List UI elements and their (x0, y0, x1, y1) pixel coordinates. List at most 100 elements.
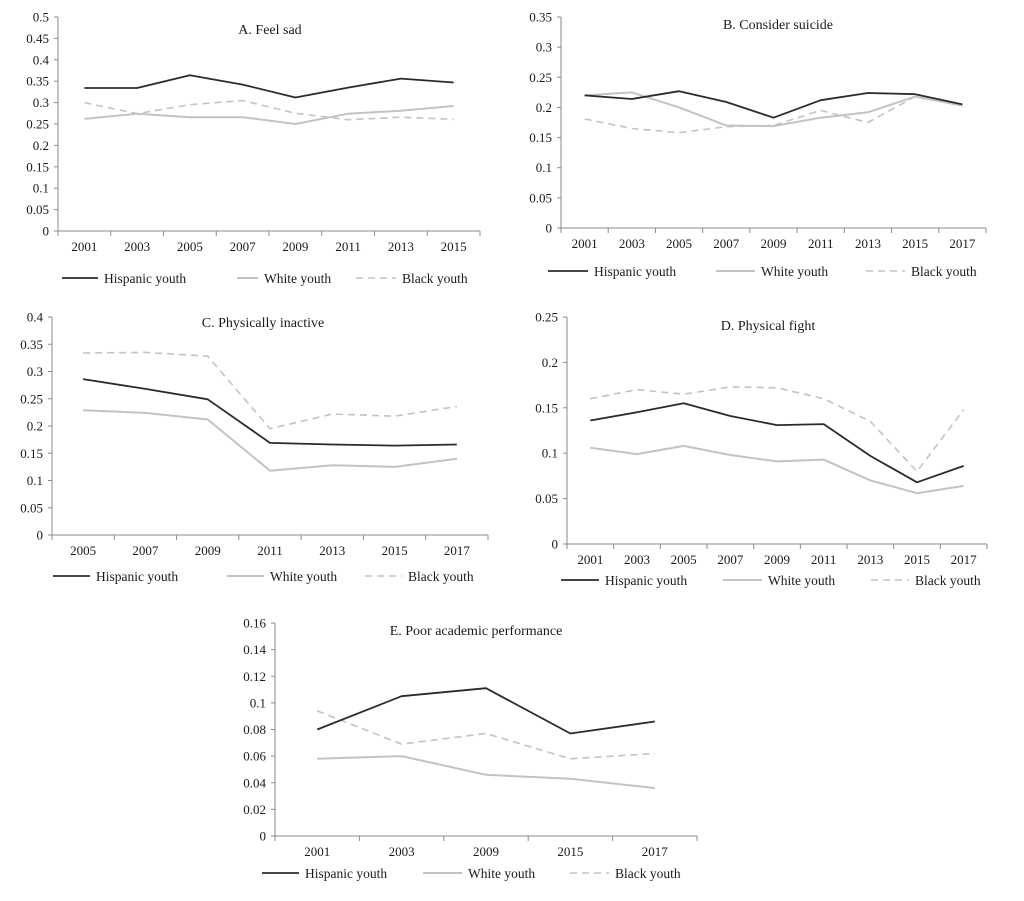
series-line-white-youth (317, 755, 655, 790)
y-tick-label: 0 (546, 221, 553, 236)
legend-label: Hispanic youth (594, 264, 676, 279)
legend-label: Black youth (911, 264, 977, 279)
y-tick-label: 0.3 (536, 40, 552, 55)
x-tick-label: 2017 (642, 844, 669, 859)
series-line-black-youth (84, 99, 454, 121)
legend-label: Hispanic youth (104, 271, 186, 286)
x-tick-label: 2003 (619, 236, 645, 251)
y-tick-label: 0.4 (33, 52, 50, 67)
y-tick-label: 0.25 (529, 70, 552, 85)
series-line-hispanic-youth (584, 90, 963, 119)
y-tick-label: 0.1 (250, 695, 266, 710)
x-tick-label: 2015 (904, 552, 930, 567)
series-line-black-youth (83, 351, 458, 430)
legend-label: White youth (761, 264, 828, 279)
x-tick-label: 2005 (70, 543, 96, 558)
x-tick-label: 2009 (473, 844, 499, 859)
x-tick-label: 2007 (132, 543, 159, 558)
series-line-black-youth (316, 710, 655, 760)
legend-label: Hispanic youth (305, 866, 387, 881)
y-tick-label: 0.05 (535, 491, 558, 506)
series-line-hispanic-youth (590, 402, 964, 484)
legend-label: Black youth (408, 569, 474, 584)
chart-panel-2: 0 0.05 0.1 0.15 0.2 0.25 0.3 0.35 0.4 2005 2007 200… (20, 310, 489, 584)
y-tick-label: 0.25 (20, 391, 43, 406)
series-line-hispanic-youth (316, 687, 655, 735)
chart-title: D. Physical fight (721, 319, 816, 334)
x-tick-label: 2001 (304, 844, 330, 859)
legend-label: White youth (468, 866, 535, 881)
x-tick-label: 2007 (713, 236, 740, 251)
x-tick-label: 2013 (319, 543, 345, 558)
x-tick-label: 2001 (71, 239, 97, 254)
y-tick-label: 0.05 (26, 202, 49, 217)
x-tick-label: 2015 (441, 239, 467, 254)
y-tick-label: 0.15 (20, 446, 43, 461)
y-tick-label: 0.02 (243, 802, 266, 817)
series-line-hispanic-youth (84, 74, 454, 99)
y-tick-label: 0.08 (243, 722, 266, 737)
x-tick-label: 2005 (177, 239, 203, 254)
series-line-hispanic-youth (82, 378, 457, 447)
y-tick-label: 0 (37, 528, 44, 543)
x-tick-label: 2011 (808, 236, 834, 251)
x-tick-label: 2001 (572, 236, 598, 251)
y-tick-label: 0.4 (27, 310, 44, 325)
x-tick-label: 2017 (949, 236, 976, 251)
y-tick-label: 0.3 (27, 364, 43, 379)
legend-label: Black youth (402, 271, 468, 286)
x-tick-label: 2009 (195, 543, 221, 558)
chart-title: C. Physically inactive (202, 316, 324, 331)
y-tick-label: 0.15 (26, 159, 49, 174)
x-tick-label: 2015 (557, 844, 583, 859)
y-tick-label: 0.2 (33, 138, 49, 153)
y-tick-label: 0.1 (536, 160, 552, 175)
legend-label: White youth (270, 569, 337, 584)
legend-label: White youth (264, 271, 331, 286)
x-tick-label: 2007 (717, 552, 744, 567)
y-tick-label: 0.15 (529, 130, 552, 145)
x-tick-label: 2013 (388, 239, 414, 254)
x-tick-label: 2005 (666, 236, 692, 251)
y-tick-label: 0.16 (243, 616, 266, 631)
y-tick-label: 0.35 (26, 74, 49, 89)
x-tick-label: 2009 (764, 552, 790, 567)
y-tick-label: 0.05 (529, 190, 552, 205)
legend-label: Black youth (615, 866, 681, 881)
y-tick-label: 0 (260, 829, 267, 844)
chart-panel-0: 0 0.05 0.1 0.15 0.2 0.25 0.3 0.35 0.4 0.45 0.5 2001… (26, 10, 481, 286)
chart-title: E. Poor academic performance (390, 624, 563, 639)
y-tick-label: 0.1 (27, 473, 43, 488)
series-line-white-youth (83, 409, 458, 472)
x-tick-label: 2011 (335, 239, 361, 254)
x-tick-label: 2011 (257, 543, 283, 558)
y-tick-label: 0.45 (26, 31, 49, 46)
series-line-white-youth (84, 105, 454, 125)
y-tick-label: 0.5 (33, 10, 49, 25)
x-tick-label: 2003 (124, 239, 150, 254)
y-tick-label: 0.05 (20, 500, 43, 515)
chart-panel-1: 0 0.05 0.1 0.15 0.2 0.25 0.3 0.35 2001 2003 2005 20… (529, 10, 987, 279)
y-tick-label: 0.06 (243, 749, 266, 764)
x-tick-label: 2011 (811, 552, 837, 567)
y-tick-label: 0.25 (26, 117, 49, 132)
x-tick-label: 2015 (382, 543, 408, 558)
chart-panel-4: 0 0.02 0.04 0.06 0.08 0.1 0.12 0.14 0.16 2001 2003… (243, 616, 698, 881)
chart-title: A. Feel sad (238, 23, 301, 38)
y-tick-label: 0.2 (27, 419, 43, 434)
x-tick-label: 2009 (761, 236, 787, 251)
y-tick-label: 0.1 (33, 181, 49, 196)
x-tick-label: 2015 (902, 236, 928, 251)
y-tick-label: 0.2 (542, 355, 558, 370)
series-line-black-youth (584, 95, 963, 134)
x-tick-label: 2007 (230, 239, 257, 254)
series-line-white-youth (584, 91, 963, 128)
x-tick-label: 2005 (671, 552, 697, 567)
chart-panel-3: 0 0.05 0.1 0.15 0.2 0.25 2001 2003 2005 2007 2009 2… (535, 310, 988, 588)
y-tick-label: 0.2 (536, 100, 552, 115)
y-tick-label: 0.12 (243, 669, 266, 684)
series-line-white-youth (590, 444, 964, 495)
x-tick-label: 2013 (855, 236, 881, 251)
y-tick-label: 0.35 (529, 10, 552, 25)
